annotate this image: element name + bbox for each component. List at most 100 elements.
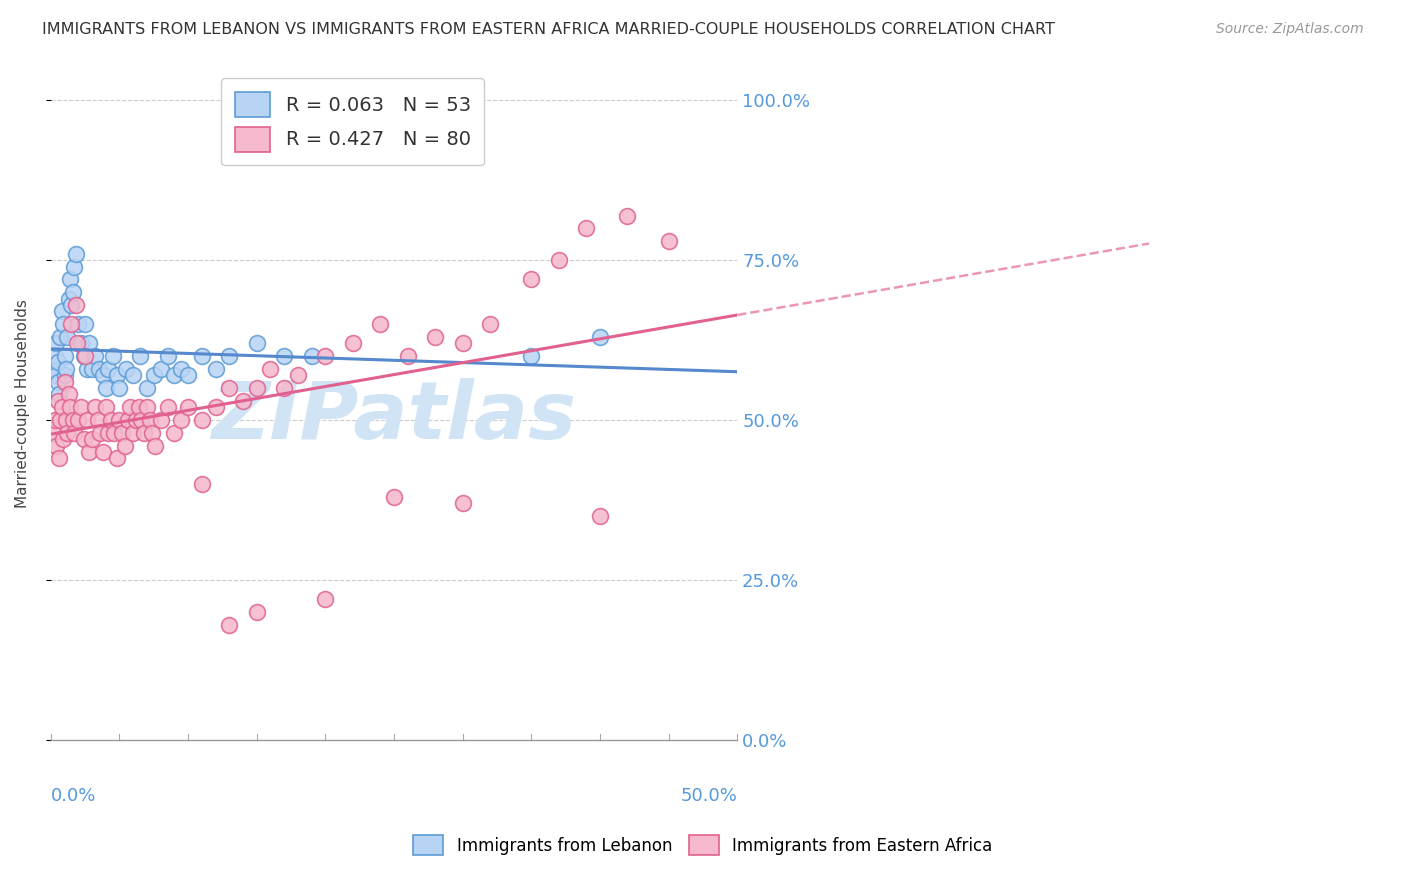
Point — [52, 432, 75, 446]
Point — [396, 349, 419, 363]
Point — [67, 413, 90, 427]
Point — [53, 349, 76, 363]
Point — [135, 401, 157, 415]
Point — [129, 349, 152, 363]
Point — [62, 285, 84, 300]
Point — [48, 387, 70, 401]
Point — [83, 349, 105, 363]
Point — [122, 425, 145, 440]
Point — [75, 317, 97, 331]
Point — [191, 349, 214, 363]
Point — [97, 362, 120, 376]
Point — [59, 401, 82, 415]
Point — [218, 381, 240, 395]
Point — [46, 355, 69, 369]
Point — [94, 381, 117, 395]
Point — [46, 375, 69, 389]
Point — [156, 349, 179, 363]
Point — [382, 490, 405, 504]
Point — [77, 445, 100, 459]
Point — [368, 317, 391, 331]
Point — [45, 439, 67, 453]
Point — [83, 401, 105, 415]
Point — [65, 298, 87, 312]
Point — [273, 381, 295, 395]
Point — [44, 413, 66, 427]
Legend: Immigrants from Lebanon, Immigrants from Eastern Africa: Immigrants from Lebanon, Immigrants from… — [406, 829, 1000, 862]
Point — [301, 349, 323, 363]
Point — [91, 368, 114, 383]
Point — [94, 401, 117, 415]
Point — [105, 368, 128, 383]
Point — [111, 425, 134, 440]
Point — [128, 401, 150, 415]
Point — [246, 605, 269, 619]
Point — [65, 247, 87, 261]
Point — [259, 362, 281, 376]
Point — [56, 330, 79, 344]
Point — [66, 336, 89, 351]
Point — [135, 381, 157, 395]
Point — [120, 401, 142, 415]
Point — [163, 425, 186, 440]
Point — [55, 362, 77, 376]
Point — [479, 317, 502, 331]
Point — [125, 413, 148, 427]
Point — [70, 401, 93, 415]
Point — [67, 317, 90, 331]
Point — [218, 349, 240, 363]
Point — [114, 439, 136, 453]
Point — [42, 425, 65, 440]
Point — [75, 349, 97, 363]
Text: 50.0%: 50.0% — [681, 787, 737, 805]
Point — [45, 368, 67, 383]
Point — [547, 253, 569, 268]
Point — [314, 349, 336, 363]
Point — [77, 336, 100, 351]
Point — [170, 362, 193, 376]
Point — [191, 477, 214, 491]
Point — [117, 413, 139, 427]
Point — [63, 425, 86, 440]
Point — [170, 413, 193, 427]
Point — [89, 425, 111, 440]
Point — [163, 368, 186, 383]
Point — [100, 413, 122, 427]
Point — [451, 336, 474, 351]
Point — [204, 362, 226, 376]
Point — [273, 349, 295, 363]
Point — [44, 349, 66, 363]
Y-axis label: Married-couple Households: Married-couple Households — [15, 300, 30, 508]
Point — [314, 591, 336, 606]
Point — [246, 336, 269, 351]
Point — [143, 439, 166, 453]
Point — [76, 413, 98, 427]
Text: 0.0%: 0.0% — [51, 787, 96, 805]
Point — [52, 317, 75, 331]
Point — [287, 368, 309, 383]
Point — [42, 362, 65, 376]
Point — [80, 362, 103, 376]
Point — [156, 401, 179, 415]
Point — [149, 413, 172, 427]
Point — [520, 349, 543, 363]
Point — [108, 413, 131, 427]
Point — [49, 413, 72, 427]
Point — [73, 432, 96, 446]
Point — [589, 508, 612, 523]
Point — [425, 330, 447, 344]
Point — [575, 221, 598, 235]
Point — [60, 317, 83, 331]
Point — [53, 368, 76, 383]
Point — [49, 330, 72, 344]
Point — [76, 362, 98, 376]
Point — [58, 292, 80, 306]
Point — [62, 413, 84, 427]
Point — [138, 413, 160, 427]
Point — [56, 425, 79, 440]
Point — [70, 336, 93, 351]
Point — [204, 401, 226, 415]
Point — [232, 393, 254, 408]
Point — [63, 260, 86, 274]
Point — [177, 401, 200, 415]
